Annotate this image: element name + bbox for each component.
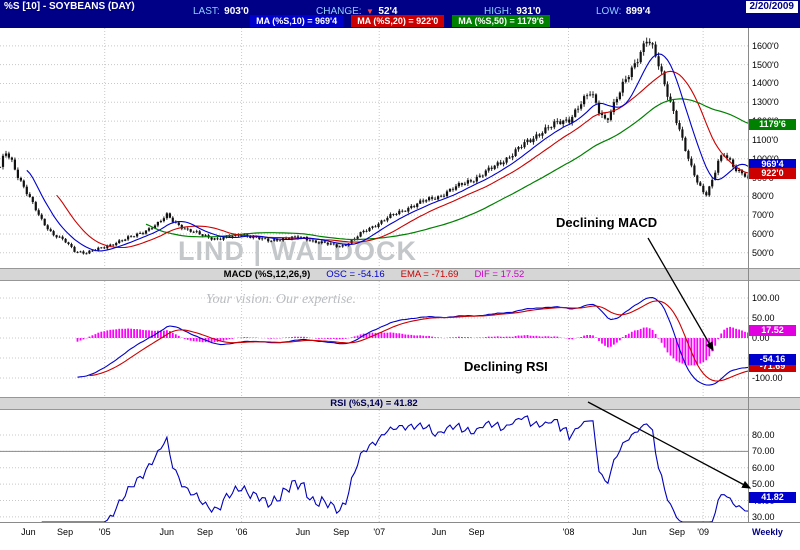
macd-axis-label: 0.00 [752,333,770,343]
time-axis-label: Sep [668,527,685,537]
last-quote: LAST: 903'0 [193,1,249,19]
macd-axis-label: -100.00 [752,373,783,383]
time-axis-label: Sep [57,527,74,537]
rsi-axis-label: 30.00 [752,511,775,522]
watermark-logo: LIND | WALDOCK [178,236,418,266]
axis-tag: 17.52 [749,325,796,337]
macd-panel-header: MACD (%S,12,26,9) OSC = -54.16 EMA = -71… [0,268,800,281]
high-label: HIGH: [484,6,512,17]
time-axis: Weekly Jun Sep '05 Jun Sep '06 Jun Sep '07 Jun Sep… [0,522,800,550]
axis-tag: 41.82 [749,492,796,504]
low-value: 899'4 [625,6,651,17]
watermark-tagline: Your vision. Our expertise. [206,292,356,307]
time-axis-label: Jun [632,527,647,537]
time-axis-label: '07 [373,527,386,537]
low-label: LOW: [596,6,622,17]
time-axis-label: Jun [159,527,175,537]
last-label: LAST: [193,6,220,17]
time-axis-label: '09 [697,527,709,537]
symbol-title: %S [10] - SOYBEANS (DAY) [4,1,135,12]
change-quote: CHANGE: ▼ 52'4 [316,1,397,19]
time-axis-label: Jun [431,527,447,537]
macd-title: MACD (%S,12,26,9) [223,269,311,280]
price-axis-label: 1500'0 [752,59,779,70]
rsi-axis-label: 80.00 [752,430,775,441]
time-axis-label: Sep [468,527,485,537]
macd-axis-label: 50.00 [752,313,775,323]
time-axis-label: '08 [562,527,575,537]
ma20-chip: MA (%S,20) = 922'0 [351,15,445,27]
rsi-axis-label: 70.00 [752,446,775,457]
axis-tag: 969'4 [749,158,796,170]
axis-tag: -54.16 [749,354,796,366]
price-axis-label: 1300'0 [752,97,779,108]
rsi-axis-label: 50.00 [752,479,775,490]
time-axis-label: '06 [235,527,248,537]
axis-tag: 1179'6 [749,119,796,131]
time-axis-label: Jun [295,527,311,537]
low-quote: LOW: 899'4 [596,1,650,19]
price-axis-label: 1400'0 [752,78,779,89]
price-axis: 1600'01500'01400'01300'01200'01100'01000… [749,0,800,550]
ma50-chip: MA (%S,50) = 1179'6 [452,15,550,27]
macd-dif-value: DIF = 17.52 [474,269,525,280]
axis-tag: -71.69 [749,361,796,373]
ma10-chip: MA (%S,10) = 969'4 [250,15,344,27]
price-axis-label: 700'0 [752,210,774,221]
rsi-panel-header: RSI (%S,14) = 41.82 [0,397,800,410]
date-box: 2/20/2009 [745,1,798,13]
ma-strip: MA (%S,10) = 969'4 MA (%S,20) = 922'0 MA… [0,14,800,28]
change-value: 52'4 [378,6,398,17]
change-down-icon: ▼ [366,7,374,16]
price-axis-label: 600'0 [752,228,774,239]
time-axis-label: Sep [196,527,213,537]
change-label: CHANGE: [316,6,362,17]
quote-bar: %S [10] - SOYBEANS (DAY) LAST: 903'0 CHA… [0,0,800,17]
price-axis-label: 800'0 [752,191,774,202]
price-axis-label: 1600'0 [752,40,779,51]
macd-axis-label: 100.00 [752,293,780,303]
axis-tag: 922'0 [749,167,796,179]
rsi-axis-label: 60.00 [752,462,775,473]
price-axis-label: 1100'0 [752,134,779,145]
rsi-title: RSI (%S,14) = 41.82 [330,398,418,409]
price-axis-label: 1000'0 [752,154,779,164]
time-axis-label: Jun [21,527,36,537]
timeframe-label: Weekly [752,527,783,537]
axis-divider [748,28,749,522]
high-value: 931'0 [516,6,541,17]
time-axis-label: '05 [98,527,111,537]
last-value: 903'0 [224,6,249,17]
price-axis-label: 500'0 [752,247,774,258]
high-quote: HIGH: 931'0 [484,1,541,19]
macd-osc-value: OSC = -54.16 [326,269,385,280]
macd-ema-value: EMA = -71.69 [400,269,459,280]
time-axis-label: Sep [333,527,350,537]
